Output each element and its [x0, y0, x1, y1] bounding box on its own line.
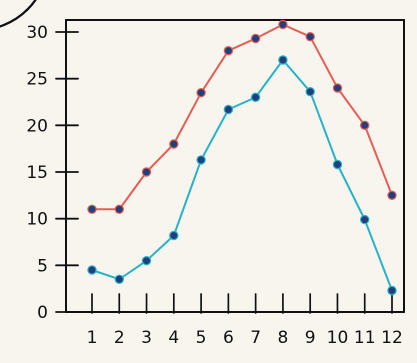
series-1-point-8	[278, 19, 288, 30]
chart-axes	[55, 19, 405, 314]
series-2-line	[91, 59, 393, 292]
x-tick-label-8: 8	[277, 328, 288, 348]
series-2-point-9	[305, 86, 315, 97]
series-2-point-8	[278, 55, 288, 65]
series-layer	[87, 19, 397, 296]
x-tick-label-6: 6	[223, 328, 234, 348]
series-1-line	[91, 23, 393, 211]
series-2-point-2	[114, 274, 125, 284]
series-2-point-4	[169, 230, 179, 241]
series-2-point-1	[87, 265, 97, 275]
series-1-point-4	[169, 139, 179, 149]
series-2-point-7	[250, 92, 261, 103]
y-tick-label-5: 5	[37, 256, 48, 276]
series-1-point-11	[360, 120, 370, 131]
series-2-point-3	[141, 256, 152, 266]
series-1-point-10	[332, 83, 343, 93]
x-tick-label-5: 5	[196, 328, 207, 348]
x-tick-label-9: 9	[305, 328, 316, 348]
y-tick-label-20: 20	[26, 116, 48, 136]
series-1-point-7	[250, 33, 261, 44]
series-1-point-6	[223, 46, 234, 56]
y-tick-label-10: 10	[26, 210, 48, 230]
series-1-point-1	[87, 204, 97, 214]
y-tick-label-25: 25	[26, 70, 48, 90]
x-tick-label-1: 1	[87, 328, 98, 348]
y-tick-label-30: 30	[26, 23, 48, 43]
y-tick-label-15: 15	[26, 163, 48, 183]
x-tick-label-7: 7	[250, 328, 261, 348]
x-tick-label-4: 4	[168, 328, 179, 348]
series-2-point-10	[332, 159, 343, 170]
series-1-point-5	[196, 87, 206, 98]
x-tick-label-3: 3	[141, 328, 152, 348]
series-1-point-9	[305, 32, 315, 42]
series-2-point-5	[196, 155, 206, 165]
series-1-point-12	[387, 190, 397, 200]
x-tick-label-11: 11	[354, 328, 376, 348]
x-tick-label-10: 10	[327, 328, 349, 348]
series-1-point-2	[114, 204, 125, 214]
x-tick-label-2: 2	[114, 328, 125, 348]
series-1-point-3	[141, 167, 152, 177]
series-2-point-11	[360, 214, 370, 225]
series-2-point-6	[223, 104, 234, 115]
x-tick-label-12: 12	[381, 328, 403, 348]
series-2-point-12	[387, 285, 397, 296]
y-tick-label-0: 0	[37, 303, 48, 323]
